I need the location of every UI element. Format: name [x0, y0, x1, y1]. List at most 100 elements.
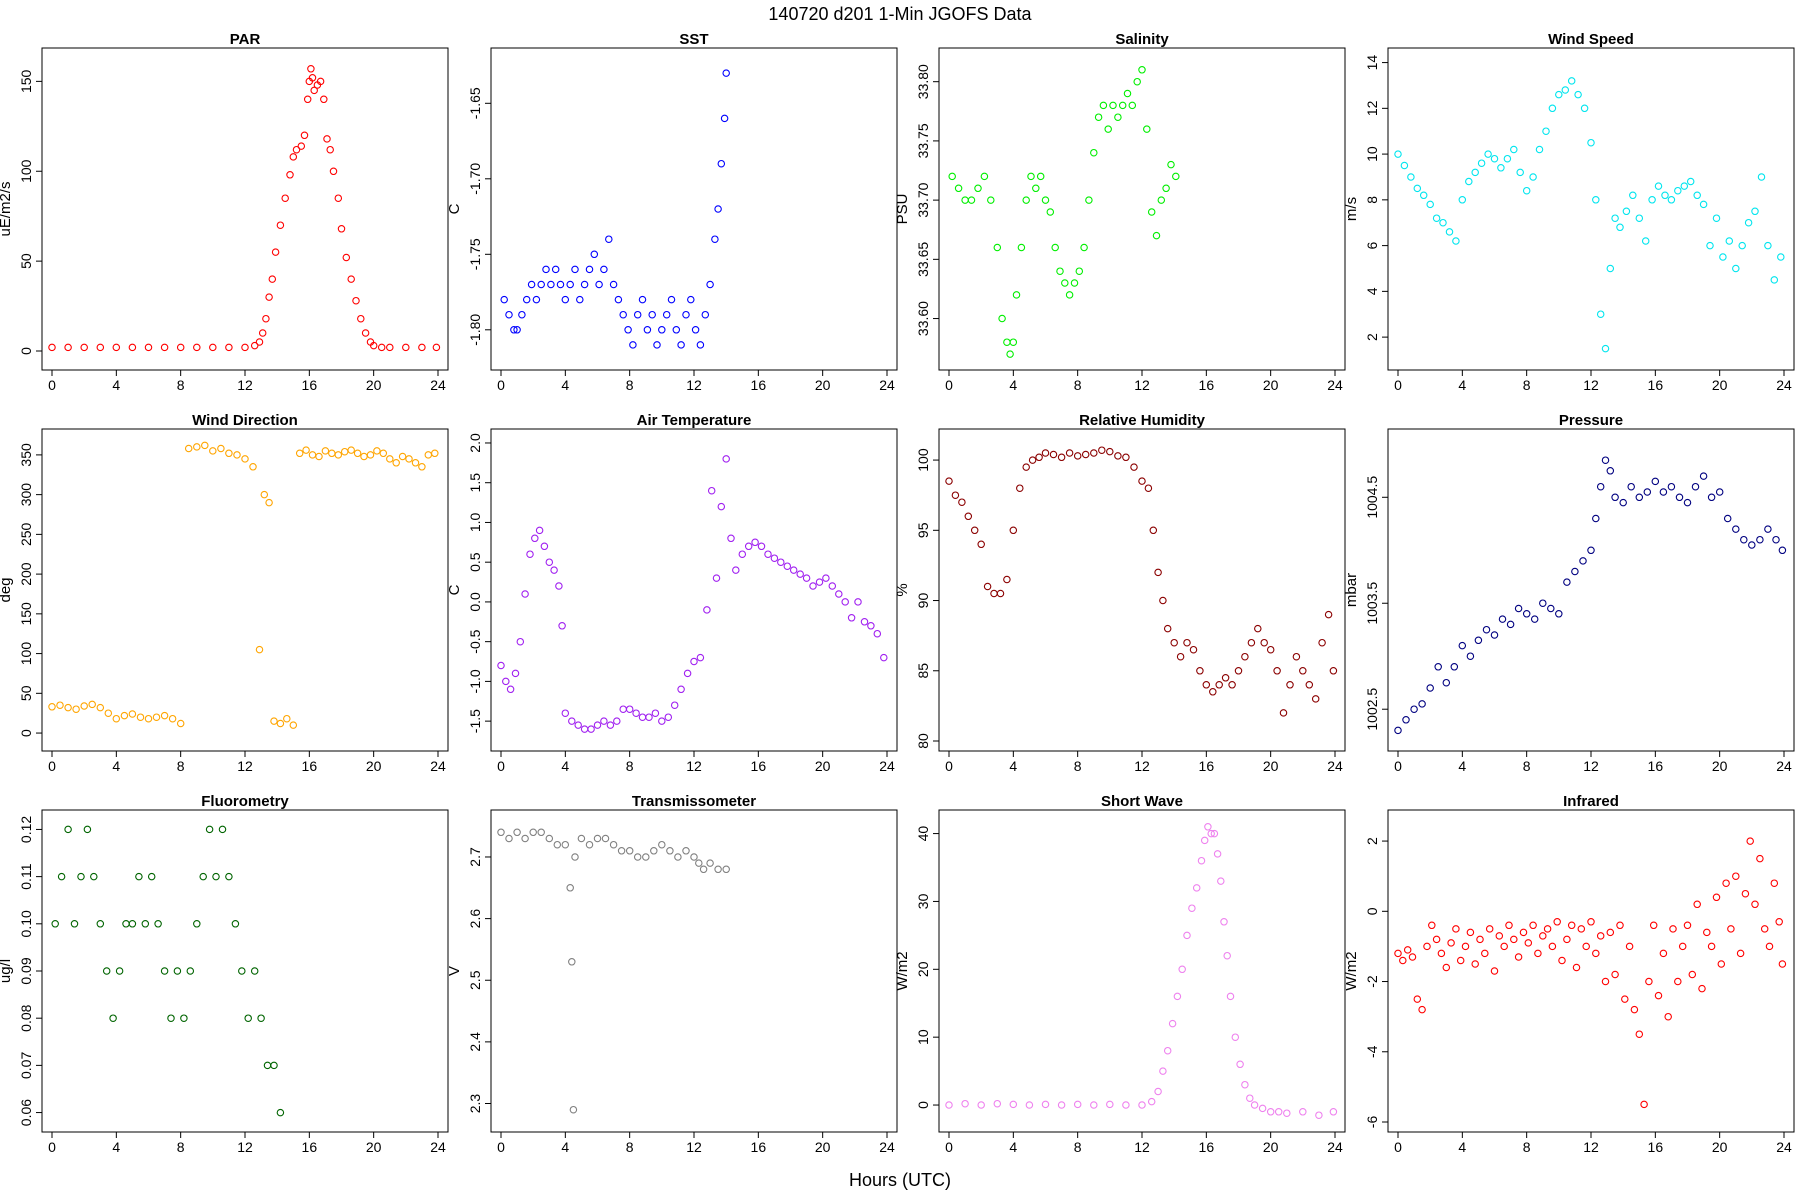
chart-par-point	[292, 145, 301, 154]
chart-air-temperature-point	[880, 653, 888, 662]
chart-sst-point	[711, 235, 719, 243]
chart-wind-speed-point	[1592, 196, 1600, 204]
chart-short-wave-point	[1315, 1111, 1323, 1119]
chart-sst-point	[717, 159, 726, 168]
chart-sst-point	[682, 310, 690, 319]
chart-relative-humidity-point	[1057, 453, 1066, 462]
chart-wind-direction-point	[48, 703, 56, 711]
chart-fluorometry-ylabel: ug/l	[0, 959, 14, 983]
chart-pressure-point	[1691, 482, 1700, 491]
chart-infrared-point	[1505, 921, 1513, 930]
chart-wind-direction-point	[56, 701, 64, 709]
chart-fluorometry-point	[102, 967, 111, 975]
chart-short-wave-point	[1223, 951, 1231, 960]
chart-pressure-point	[1592, 514, 1600, 523]
chart-wind-direction-point	[418, 463, 426, 471]
chart-relative-humidity-point	[1022, 463, 1030, 471]
chart-air-temperature-y-tick-label: 1.0	[467, 513, 483, 533]
chart-transmissometer-point	[521, 834, 529, 843]
chart-wind-speed-point	[1744, 218, 1753, 227]
chart-pressure-point	[1740, 535, 1748, 544]
chart-air-temperature-point	[632, 709, 640, 717]
chart-par-point	[432, 343, 441, 352]
chart-par-title: PAR	[230, 31, 261, 48]
chart-salinity-point	[1162, 184, 1170, 193]
chart-wind-direction: Wind Direction deg 0 4 8 12 16 20 24 0 50 100 150 200…	[0, 412, 449, 774]
chart-infrared-point	[1577, 925, 1586, 933]
chart-infrared-point	[1553, 918, 1561, 926]
chart-air-temperature-point	[561, 709, 570, 717]
chart-relative-humidity-point	[1286, 681, 1294, 689]
chart-relative-humidity-point	[1234, 667, 1243, 675]
chart-air-temperature-x-tick-label: 0	[497, 758, 505, 774]
chart-relative-humidity-point	[1154, 568, 1162, 577]
chart-fluorometry-point	[205, 825, 214, 834]
chart-relative-humidity-point	[1254, 624, 1262, 633]
chart-wind-speed-point	[1419, 191, 1428, 200]
chart-wind-speed-point	[1561, 86, 1570, 94]
chart-pressure-point	[1530, 615, 1539, 623]
chart-short-wave-x-tick-label: 4	[1009, 1139, 1017, 1155]
chart-relative-humidity-point	[1049, 450, 1058, 459]
chart-par-point	[144, 343, 153, 352]
chart-transmissometer-point	[568, 958, 576, 966]
chart-pressure-point	[1667, 482, 1676, 491]
chart-pressure-point	[1778, 546, 1787, 555]
chart-infrared-point	[1456, 956, 1465, 965]
chart-pressure-point	[1756, 535, 1764, 544]
chart-wind-speed-y-tick-label: 12	[1364, 100, 1380, 116]
chart-sst-y-tick-label: -1.75	[467, 238, 483, 270]
chart-fluorometry-y-axis: 0.06 0.07 0.08 0.09 0.10 0.11 0.12	[18, 816, 43, 1126]
chart-par-x-tick-label: 0	[48, 377, 56, 393]
chart-transmissometer-point	[593, 834, 602, 843]
chart-fluorometry-x-axis: 0 4 8 12 16 20 24	[48, 1131, 446, 1155]
chart-sst-point	[619, 310, 627, 319]
chart-infrared-point	[1775, 918, 1783, 926]
chart-short-wave-point	[1299, 1108, 1307, 1116]
chart-par-point	[326, 145, 334, 154]
chart-salinity-point	[998, 314, 1006, 323]
chart-short-wave-y-axis: 0 10 20 30 40	[915, 826, 940, 1109]
chart-fluorometry-point	[109, 1014, 117, 1022]
chart-sst-point	[595, 280, 603, 289]
chart-salinity-y-axis: 33.60 33.65 33.70 33.75 33.80	[915, 64, 940, 336]
chart-wind-direction-x-tick-label: 12	[237, 758, 253, 774]
chart-short-wave-point	[1025, 1101, 1034, 1109]
chart-fluorometry-point	[90, 872, 98, 881]
chart-relative-humidity-x-tick-label: 8	[1074, 758, 1082, 774]
chart-par-point	[361, 329, 370, 337]
chart-relative-humidity-x-tick-label: 0	[945, 758, 953, 774]
chart-fluorometry-point	[173, 967, 182, 975]
chart-transmissometer-point	[529, 828, 537, 837]
chart-infrared-point	[1659, 949, 1668, 958]
chart-wind-direction-point	[193, 443, 201, 451]
chart-pressure-y-tick-label: 1003.5	[1364, 582, 1380, 625]
chart-air-temperature-point	[506, 685, 515, 694]
chart-wind-speed-y-tick-label: 10	[1364, 146, 1380, 162]
chart-air-temperature-point	[796, 570, 804, 578]
chart-par-point	[402, 343, 410, 352]
chart-salinity-point	[1085, 196, 1093, 204]
chart-relative-humidity-point	[964, 512, 973, 521]
chart-air-temperature-point	[613, 717, 621, 725]
chart-transmissometer-point	[505, 834, 513, 843]
chart-pressure-y-tick-label: 1004.5	[1364, 476, 1380, 519]
chart-relative-humidity-point	[1228, 681, 1236, 689]
chart-wind-direction-point	[379, 449, 388, 458]
chart-transmissometer-point	[569, 1105, 578, 1114]
chart-sst-point	[518, 310, 526, 319]
chart-fluorometry-point	[238, 967, 246, 975]
chart-salinity-title: Salinity	[1115, 31, 1169, 48]
chart-par-point	[357, 314, 365, 323]
chart-wind-speed-point	[1490, 154, 1499, 163]
chart-par-point	[96, 343, 105, 352]
chart-air-temperature-x-tick-label: 24	[879, 758, 895, 774]
chart-wind-direction-point	[265, 498, 273, 507]
chart-relative-humidity-point	[1176, 652, 1185, 661]
chart-wind-speed-point	[1484, 150, 1492, 158]
chart-wind-speed-point	[1706, 241, 1714, 250]
chart-wind-direction-x-axis: 0 4 8 12 16 20 24	[48, 750, 446, 774]
chart-fluorometry-point	[225, 872, 233, 881]
chart-wind-speed-point	[1770, 276, 1779, 284]
chart-infrared-point	[1717, 960, 1726, 968]
